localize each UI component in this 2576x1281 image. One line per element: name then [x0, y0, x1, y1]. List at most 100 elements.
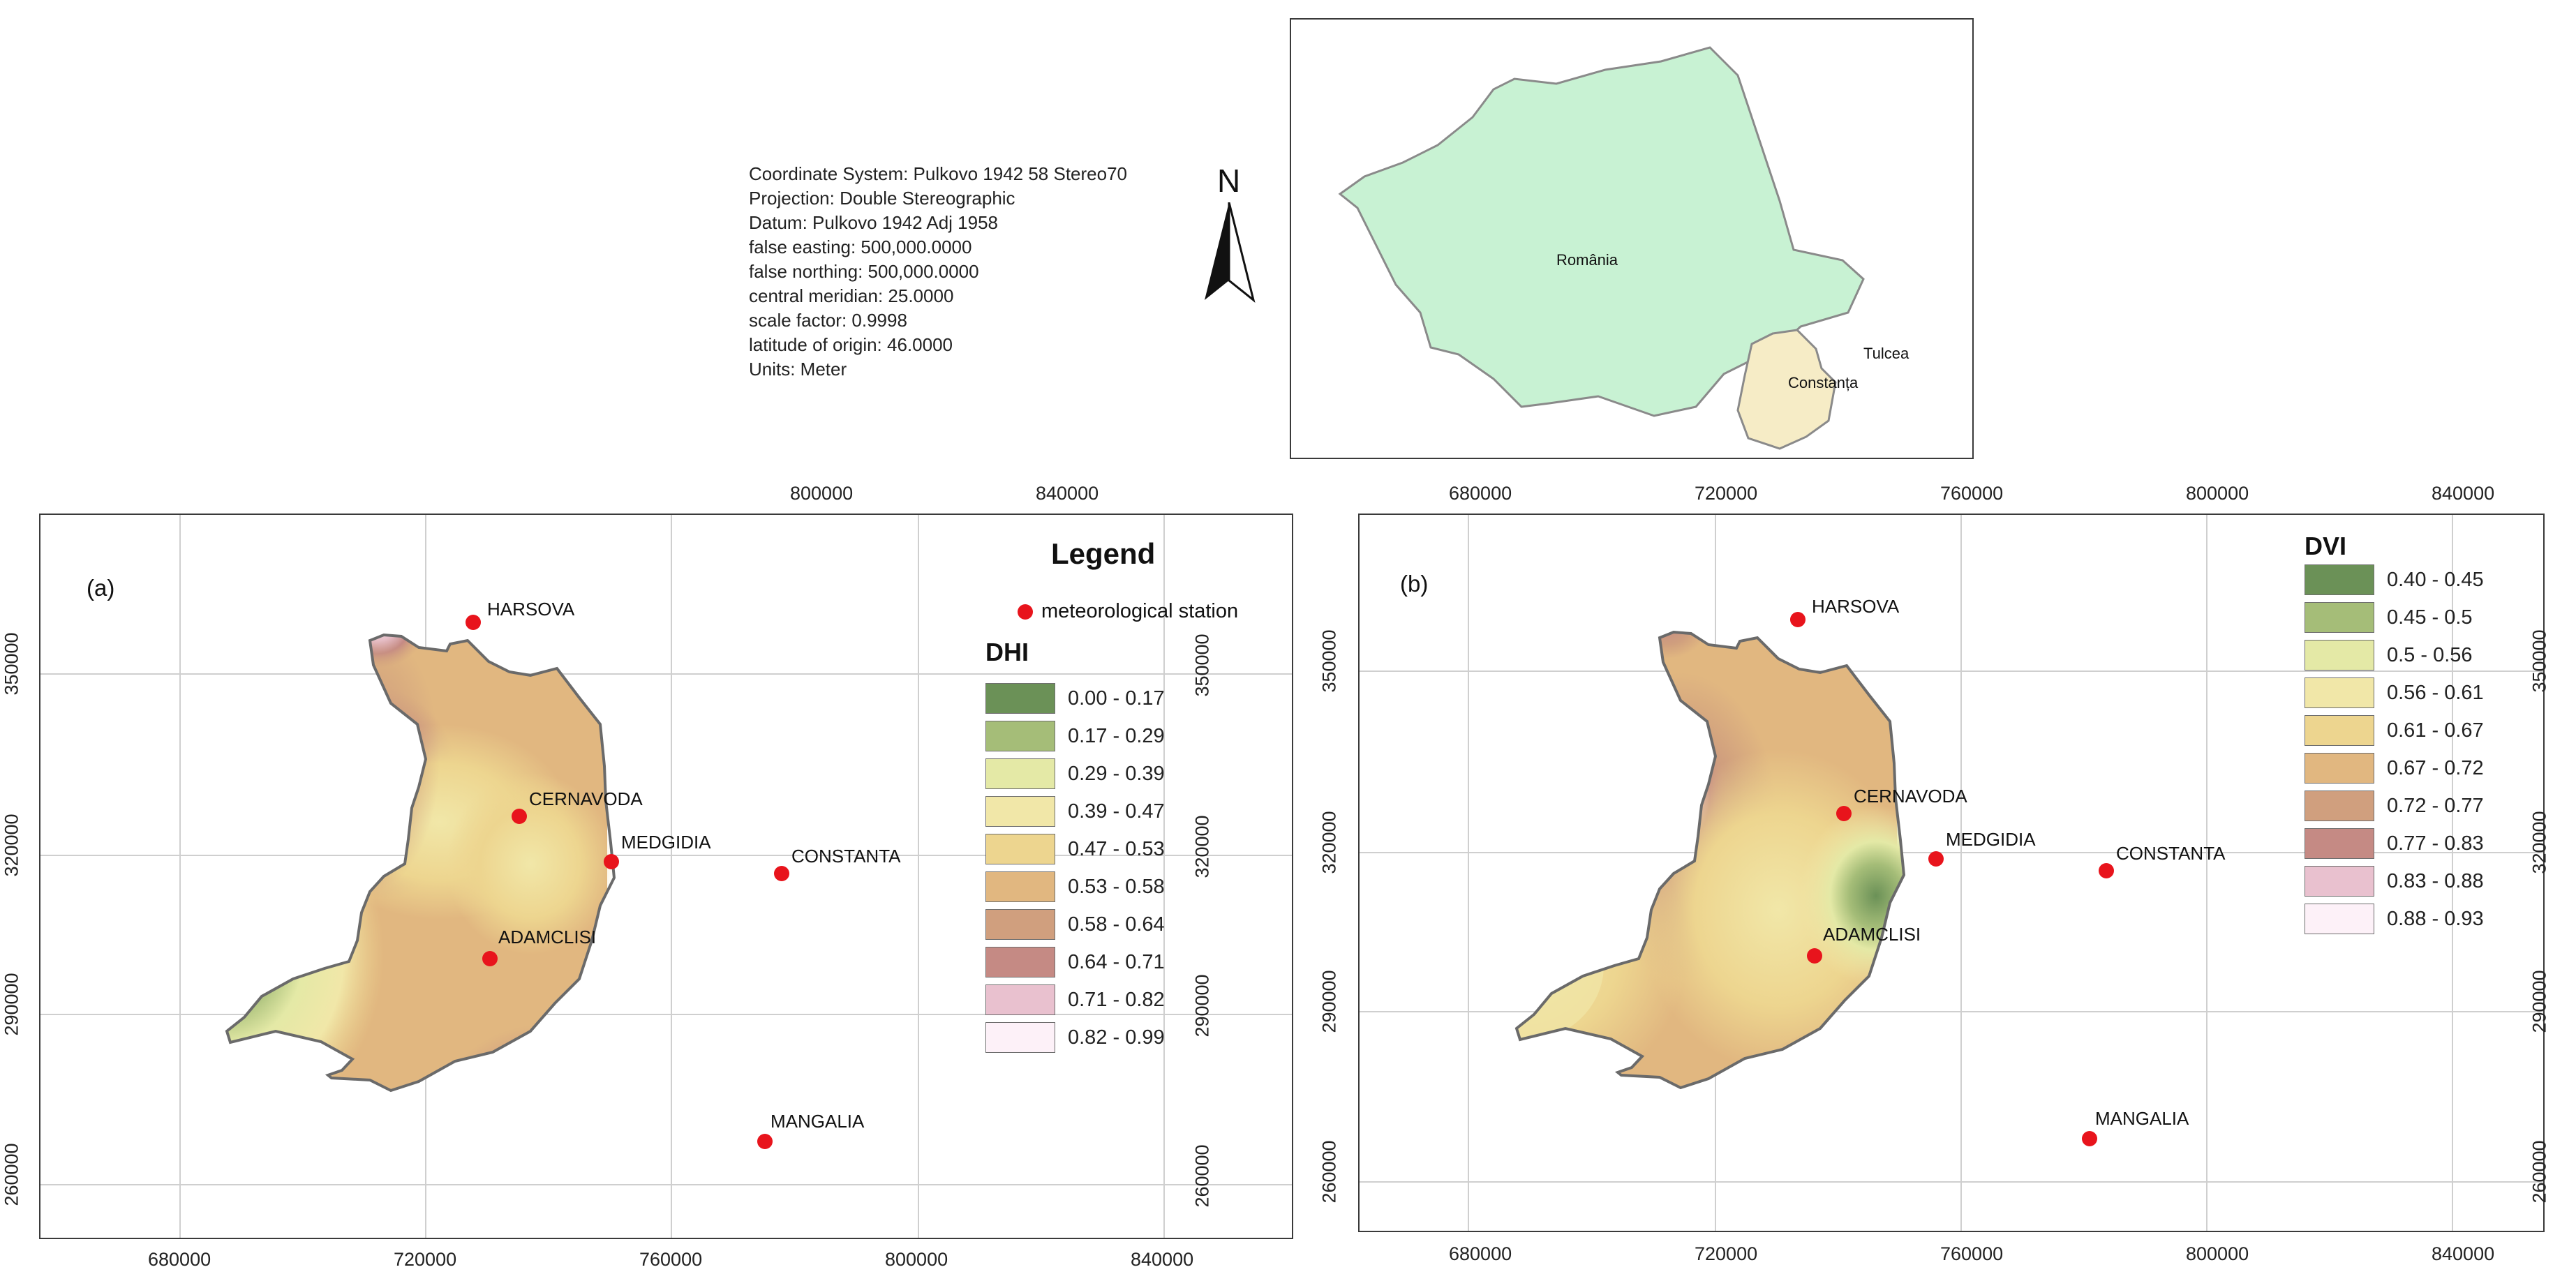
station-label: CERNAVODA: [529, 788, 643, 809]
panel-label-b: (b): [1400, 571, 1429, 597]
legend-swatch: [2305, 602, 2374, 633]
legend-range-label: 0.61 - 0.67: [2387, 719, 2484, 742]
legend-swatch: [985, 1022, 1055, 1053]
metadata-line: Projection: Double Stereographic: [749, 188, 1015, 209]
legend-class-row: 0.56 - 0.61: [2305, 677, 2484, 709]
legend-swatch: [2305, 828, 2374, 859]
legend-range-label: 0.67 - 0.72: [2387, 756, 2484, 779]
north-arrow: N: [1198, 162, 1260, 303]
x-tick: 800000: [790, 483, 854, 504]
legend-swatch: [985, 984, 1055, 1015]
index-title-dhi: DHI: [985, 638, 1029, 666]
station-marker: [1836, 806, 1852, 821]
legend-swatch: [985, 871, 1055, 902]
metadata-line: Datum: Pulkovo 1942 Adj 1958: [749, 212, 999, 233]
stations-b: HARSOVA CERNAVODA MEDGIDIA CONSTANTA ADA…: [1790, 596, 2226, 1146]
station-label: HARSOVA: [1812, 596, 1900, 617]
legend-class-row: 0.40 - 0.45: [2305, 564, 2484, 596]
legend-range-label: 0.72 - 0.77: [2387, 794, 2484, 817]
romania-label: România: [1556, 251, 1618, 269]
north-letter: N: [1217, 163, 1241, 199]
stations-a: HARSOVA CERNAVODA MEDGIDIA CONSTANTA ADA…: [466, 599, 901, 1149]
legend-range-label: 0.64 - 0.71: [1068, 950, 1165, 973]
legend-swatch: [985, 758, 1055, 789]
legend-range-label: 0.83 - 0.88: [2387, 869, 2484, 892]
legend-swatch: [985, 721, 1055, 751]
station-marker: [1928, 851, 1944, 867]
y-tick: 290000: [1, 973, 22, 1036]
metadata-line: central meridian: 25.0000: [749, 285, 954, 306]
station-marker: [1807, 948, 1822, 964]
metadata-line: Coordinate System: Pulkovo 1942 58 Stere…: [749, 163, 1128, 184]
station-marker: [512, 809, 527, 824]
panel-b-svg: HARSOVA CERNAVODA MEDGIDIA CONSTANTA ADA…: [1360, 515, 2543, 1231]
x-tick: 760000: [1940, 483, 2004, 504]
legend-range-label: 0.88 - 0.93: [2387, 907, 2484, 930]
legend-swatch: [985, 683, 1055, 714]
legend-class-row: 0.77 - 0.83: [2305, 827, 2484, 860]
legend-title: Legend: [1051, 537, 1156, 570]
x-tick: 840000: [2432, 1243, 2495, 1264]
legend-class-row: 0.00 - 0.17: [985, 682, 1165, 714]
map-panel-b: HARSOVA CERNAVODA MEDGIDIA CONSTANTA ADA…: [1358, 514, 2545, 1232]
metadata-line: latitude of origin: 46.0000: [749, 334, 953, 355]
legend-class-row: 0.67 - 0.72: [2305, 752, 2484, 784]
romania-outline: [1338, 46, 1865, 417]
legend-class-row: 0.88 - 0.93: [2305, 903, 2484, 935]
legend-swatch: [2305, 753, 2374, 784]
panel-label-a: (a): [87, 575, 115, 601]
legend-swatch: [985, 834, 1055, 864]
legend-range-label: 0.82 - 0.99: [1068, 1026, 1165, 1049]
y-tick: 350000: [1191, 634, 1213, 697]
station-legend: meteorological station: [1018, 600, 1238, 623]
x-tick: 720000: [1695, 483, 1758, 504]
projection-metadata: Coordinate System: Pulkovo 1942 58 Stere…: [749, 162, 1127, 382]
legend-class-row: 0.53 - 0.58: [985, 871, 1165, 903]
grid-lines: [1360, 515, 2543, 1231]
legend-range-label: 0.40 - 0.45: [2387, 568, 2484, 591]
x-tick: 800000: [2186, 483, 2249, 504]
y-tick: 290000: [2529, 970, 2550, 1033]
station-label: HARSOVA: [487, 599, 575, 620]
constanta-county-label: Constanța: [1788, 374, 1859, 391]
station-label: CERNAVODA: [1854, 786, 1967, 807]
tulcea-label: Tulcea: [1863, 345, 1909, 362]
y-tick: 320000: [2529, 811, 2550, 874]
legend-class-row: 0.5 - 0.56: [2305, 639, 2473, 671]
legend-class-row: 0.64 - 0.71: [985, 946, 1165, 978]
station-label: CONSTANTA: [791, 846, 901, 867]
station-label: ADAMCLISI: [498, 927, 596, 947]
legend-class-row: 0.71 - 0.82: [985, 984, 1165, 1016]
legend-range-label: 0.58 - 0.64: [1068, 913, 1165, 936]
legend-class-row: 0.17 - 0.29: [985, 720, 1165, 752]
x-tick: 840000: [1036, 483, 1099, 504]
legend-class-row: 0.72 - 0.77: [2305, 790, 2484, 822]
legend-class-row: 0.83 - 0.88: [2305, 865, 2484, 897]
metadata-line: scale factor: 0.9998: [749, 310, 907, 331]
inset-map: România Tulcea Constanța: [1290, 18, 1974, 459]
legend-swatch: [2305, 677, 2374, 708]
y-tick: 320000: [1191, 815, 1213, 878]
legend-swatch: [2305, 715, 2374, 746]
legend-range-label: 0.29 - 0.39: [1068, 762, 1165, 785]
legend-swatch: [985, 796, 1055, 827]
legend-range-label: 0.39 - 0.47: [1068, 800, 1165, 823]
dobrogea-region-b: [1514, 630, 1906, 1090]
y-tick: 260000: [1, 1143, 22, 1206]
station-marker: [604, 854, 619, 869]
x-tick: 720000: [1695, 1243, 1758, 1264]
station-marker: [757, 1134, 773, 1149]
panel-a-svg: HARSOVA CERNAVODA MEDGIDIA CONSTANTA ADA…: [40, 515, 1292, 1238]
y-tick: 260000: [2529, 1140, 2550, 1204]
legend-range-label: 0.47 - 0.53: [1068, 837, 1165, 860]
legend-swatch: [2305, 791, 2374, 821]
inset-map-svg: România Tulcea Constanța: [1338, 46, 1909, 450]
constanta-tulcea-region: [1736, 329, 1837, 450]
legend-swatch: [2305, 564, 2374, 595]
y-tick: 350000: [2529, 629, 2550, 693]
legend-class-row: 0.39 - 0.47: [985, 795, 1165, 827]
legend-swatch: [2305, 640, 2374, 671]
x-tick: 800000: [885, 1249, 948, 1270]
legend-class-row: 0.58 - 0.64: [985, 908, 1165, 941]
y-tick: 260000: [1191, 1144, 1213, 1208]
